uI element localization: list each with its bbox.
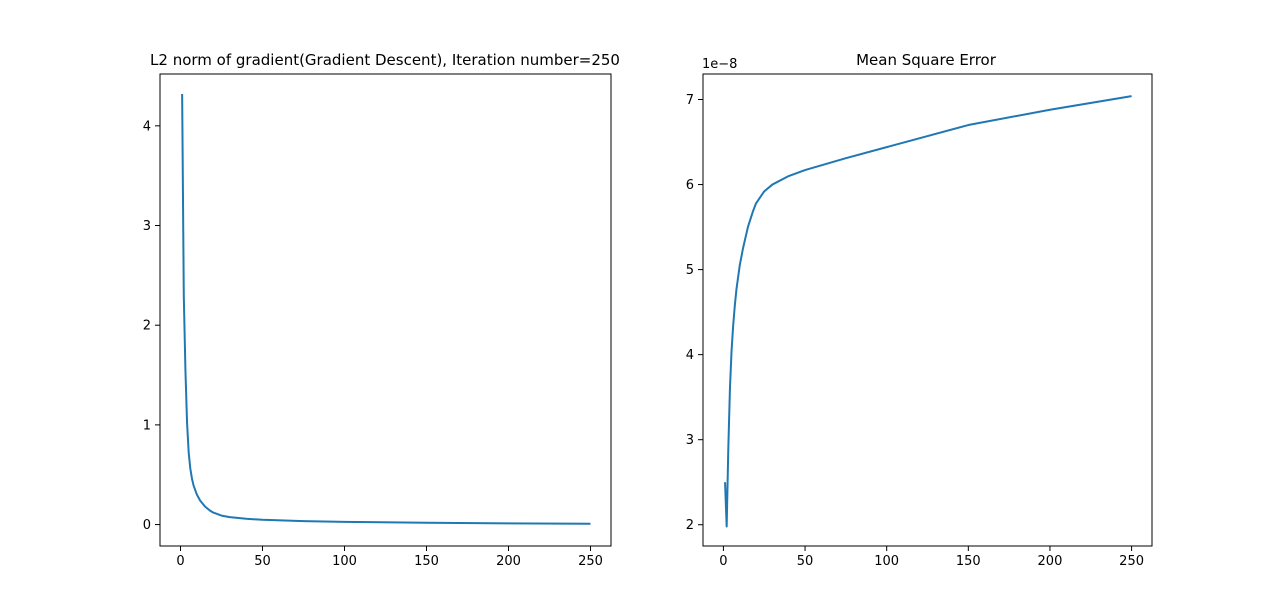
chart-left: L2 norm of gradient(Gradient Descent), I…	[143, 51, 620, 569]
chart-title: Mean Square Error	[856, 51, 997, 69]
x-tick-label: 100	[874, 554, 899, 569]
y-tick-label: 2	[143, 319, 151, 334]
y-tick-label: 7	[686, 93, 694, 108]
x-axis: 0 50 100 150 200 250	[176, 546, 603, 569]
y-offset-label: 1e−8	[702, 57, 737, 72]
y-tick-label: 6	[686, 178, 694, 193]
x-tick-label: 150	[956, 554, 981, 569]
plot-frame	[702, 73, 1153, 547]
x-tick-label: 50	[797, 554, 814, 569]
x-tick-label: 0	[176, 554, 184, 569]
x-tick-label: 50	[254, 554, 271, 569]
x-tick-label: 0	[719, 554, 727, 569]
x-tick-label: 150	[414, 554, 439, 569]
y-tick-label: 0	[143, 518, 151, 533]
y-tick-label: 5	[686, 263, 694, 278]
x-tick-label: 200	[1038, 554, 1063, 569]
y-tick-label: 1	[143, 418, 151, 433]
chart-title: L2 norm of gradient(Gradient Descent), I…	[150, 51, 620, 69]
y-tick-label: 3	[686, 433, 694, 448]
x-tick-label: 250	[1119, 554, 1144, 569]
y-axis: 2 3 4 5 6 7	[686, 93, 703, 533]
plot-frame	[159, 73, 612, 547]
y-axis: 0 1 2 3 4	[143, 119, 160, 533]
y-tick-label: 4	[686, 348, 694, 363]
y-tick-label: 4	[143, 119, 151, 134]
y-tick-label: 2	[686, 518, 694, 533]
x-axis: 0 50 100 150 200 250	[719, 546, 1144, 569]
y-tick-label: 3	[143, 219, 151, 234]
x-tick-label: 200	[496, 554, 521, 569]
chart-right: Mean Square Error 1e−8 0 50 100 150 200 250 2…	[686, 51, 1153, 569]
data-line-series	[724, 95, 1132, 528]
data-line-series	[181, 93, 591, 525]
x-tick-label: 250	[578, 554, 603, 569]
x-tick-label: 100	[332, 554, 357, 569]
